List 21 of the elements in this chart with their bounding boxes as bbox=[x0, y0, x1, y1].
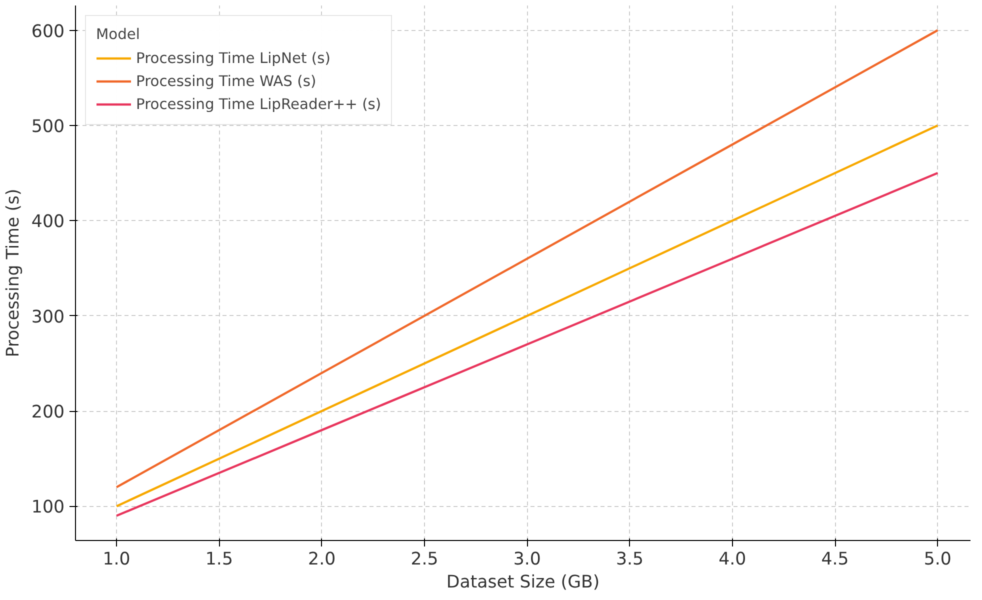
x-tick-label: 4.0 bbox=[718, 550, 746, 570]
y-axis-title: Processing Time (s) bbox=[3, 188, 24, 358]
legend-label: Processing Time LipReader++ (s) bbox=[136, 96, 382, 112]
y-tick-label: 300 bbox=[31, 307, 65, 328]
x-tick-label: 3.5 bbox=[616, 550, 644, 570]
x-tick-label: 5.0 bbox=[924, 550, 952, 570]
legend-label: Processing Time WAS (s) bbox=[136, 72, 316, 90]
x-tick-label: 3.0 bbox=[513, 550, 541, 570]
x-tick-label: 2.5 bbox=[410, 550, 438, 570]
x-tick-label: 1.0 bbox=[102, 550, 130, 570]
legend-label: Processing Time LipNet (s) bbox=[136, 50, 330, 66]
y-tick-label: 100 bbox=[31, 498, 65, 518]
y-tick-label: 500 bbox=[31, 116, 65, 137]
y-tick-label: 200 bbox=[31, 402, 65, 423]
x-axis-title: Dataset Size (GB) bbox=[446, 572, 600, 592]
y-tick-label: 600 bbox=[31, 22, 65, 42]
y-tick-label: 400 bbox=[31, 212, 65, 232]
x-tick-label: 1.5 bbox=[205, 550, 233, 570]
x-tick-label: 4.5 bbox=[821, 550, 849, 570]
x-tick-label: 2.0 bbox=[308, 550, 336, 570]
legend-title: Model bbox=[96, 26, 142, 43]
